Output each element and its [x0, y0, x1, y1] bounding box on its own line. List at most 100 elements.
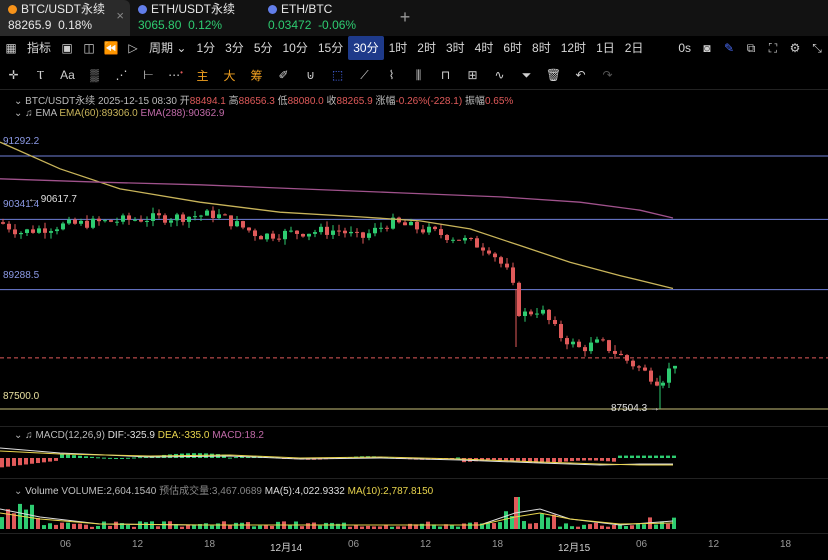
- play-icon[interactable]: ▷: [128, 41, 138, 55]
- interval-10[interactable]: 6时: [503, 41, 523, 55]
- wave-icon[interactable]: ∿: [494, 68, 505, 82]
- collapse-icon[interactable]: ⌄: [14, 486, 23, 497]
- volume-bar: [246, 522, 250, 529]
- trash-icon[interactable]: 🗑: [545, 68, 562, 82]
- brush-icon[interactable]: ⌇: [388, 68, 395, 82]
- popout-icon[interactable]: ⧉: [746, 40, 756, 55]
- volume-bar: [390, 526, 394, 529]
- macd-chart[interactable]: [0, 443, 828, 477]
- settings-icon[interactable]: ⚙: [789, 41, 801, 55]
- indicator-icon[interactable]: ▦: [5, 41, 17, 55]
- volume-bar: [354, 524, 358, 529]
- crosshair-icon[interactable]: ✛: [8, 68, 19, 82]
- interval-11[interactable]: 8时: [532, 41, 551, 55]
- more-icon[interactable]: ⋯•: [168, 68, 183, 82]
- lock-icon[interactable]: ⊓: [440, 68, 451, 82]
- tab-btc-usdt[interactable]: BTC/USDT永续 88265.9 0.18% ×: [0, 0, 130, 36]
- interval-5[interactable]: 30分: [348, 36, 384, 60]
- candle-body: [541, 309, 545, 314]
- dif-value: DIF:-325.9: [107, 430, 155, 441]
- candle-body: [595, 339, 599, 343]
- macd-bar: [60, 454, 64, 458]
- candle-tool-icon[interactable]: ⫼: [415, 67, 422, 82]
- candle-body: [475, 238, 479, 248]
- high-value: 88656.3: [238, 96, 275, 107]
- tab-symbol: BTC/USDT永续: [21, 2, 106, 16]
- camera-icon[interactable]: ◙: [703, 41, 711, 55]
- interval-2[interactable]: 5分: [253, 41, 273, 55]
- volume-bar: [408, 523, 412, 529]
- collapse-icon[interactable]: ⌄: [14, 430, 23, 441]
- macd-bar: [570, 458, 574, 462]
- interval-9[interactable]: 4时: [474, 41, 494, 55]
- magnet-icon[interactable]: ⊍: [306, 68, 315, 82]
- candle-body: [415, 221, 419, 230]
- candle-body: [259, 236, 263, 240]
- candle-body: [205, 210, 209, 216]
- measure-icon[interactable]: ⊢: [143, 68, 154, 82]
- candle-body: [307, 233, 311, 237]
- interval-3[interactable]: 10分: [282, 41, 308, 55]
- interval-8[interactable]: 3时: [445, 41, 465, 55]
- bell-icon[interactable]: ♫: [25, 430, 33, 441]
- fullscreen-exit-icon[interactable]: ⤡: [812, 40, 822, 55]
- chips-tool[interactable]: 筹: [250, 68, 263, 83]
- text-cursor-icon[interactable]: Ⲧ: [36, 67, 45, 82]
- pen-icon[interactable]: ✎: [723, 41, 735, 55]
- filter-icon[interactable]: ⏷: [521, 67, 532, 82]
- pattern-icon[interactable]: ▒: [90, 68, 99, 82]
- collapse-icon[interactable]: ⌄: [14, 108, 23, 119]
- add-tab-button[interactable]: +: [399, 7, 411, 27]
- fib-icon[interactable]: ⋰: [115, 68, 128, 82]
- interval-0[interactable]: 1分: [196, 41, 216, 55]
- indicators-button[interactable]: 指标: [27, 41, 52, 55]
- volume-bar: [288, 525, 292, 529]
- main-tool[interactable]: 主: [196, 68, 209, 83]
- candle-body: [535, 313, 539, 315]
- edit-icon[interactable]: ✐: [278, 68, 289, 82]
- tab-eth-usdt[interactable]: ETH/USDT永续 3065.80 0.12%: [130, 0, 260, 36]
- fullscreen-icon[interactable]: ⛶: [768, 40, 778, 55]
- undo-icon[interactable]: ↶: [575, 68, 586, 82]
- volume-bar: [108, 525, 112, 529]
- tab-price: 3065.80: [138, 18, 182, 32]
- close-value: 88265.9: [336, 96, 373, 107]
- candle-body: [457, 239, 461, 241]
- interval-1[interactable]: 3分: [225, 41, 244, 55]
- candle-body: [607, 340, 611, 352]
- candle-body: [655, 381, 659, 386]
- candle-body: [235, 221, 239, 227]
- redo-icon[interactable]: ↷: [602, 68, 613, 82]
- bars-icon[interactable]: ⊞: [467, 68, 478, 82]
- period-dropdown[interactable]: 周期 ⌄: [144, 36, 191, 60]
- close-icon[interactable]: ×: [116, 8, 124, 23]
- interval-13[interactable]: 1日: [596, 41, 615, 55]
- big-tool[interactable]: 大: [223, 68, 236, 83]
- bell-icon[interactable]: ♫: [25, 108, 33, 119]
- rewind-icon[interactable]: ⏪: [103, 41, 119, 55]
- candle-body: [319, 226, 323, 233]
- candle-body: [223, 214, 227, 216]
- interval-14[interactable]: 2日: [624, 41, 644, 55]
- candle-body: [553, 320, 557, 325]
- tab-eth-btc[interactable]: ETH/BTC 0.03472 -0.06%: [260, 0, 390, 36]
- layout-icon[interactable]: ◫: [83, 41, 95, 55]
- select-icon[interactable]: ⬚: [331, 68, 344, 82]
- volume-chart[interactable]: [0, 495, 828, 531]
- macd-bar: [594, 458, 598, 461]
- candle-body: [373, 227, 377, 234]
- interval-12[interactable]: 12时: [560, 41, 587, 55]
- ruler-icon[interactable]: ⟋: [360, 67, 369, 82]
- candlestick-chart[interactable]: [0, 125, 828, 425]
- volume-bar: [660, 521, 664, 529]
- candle-body: [667, 368, 671, 383]
- interval-7[interactable]: 2时: [417, 41, 436, 55]
- interval-4[interactable]: 15分: [317, 41, 344, 55]
- interval-6[interactable]: 1时: [388, 41, 408, 55]
- collapse-icon[interactable]: ⌄: [14, 96, 23, 107]
- candle-body: [355, 231, 359, 233]
- text-tool-icon[interactable]: Aa: [60, 68, 75, 82]
- calendar-icon[interactable]: ▣: [61, 41, 73, 55]
- low-value: 87504.3: [611, 403, 648, 414]
- volume-bar: [330, 522, 334, 529]
